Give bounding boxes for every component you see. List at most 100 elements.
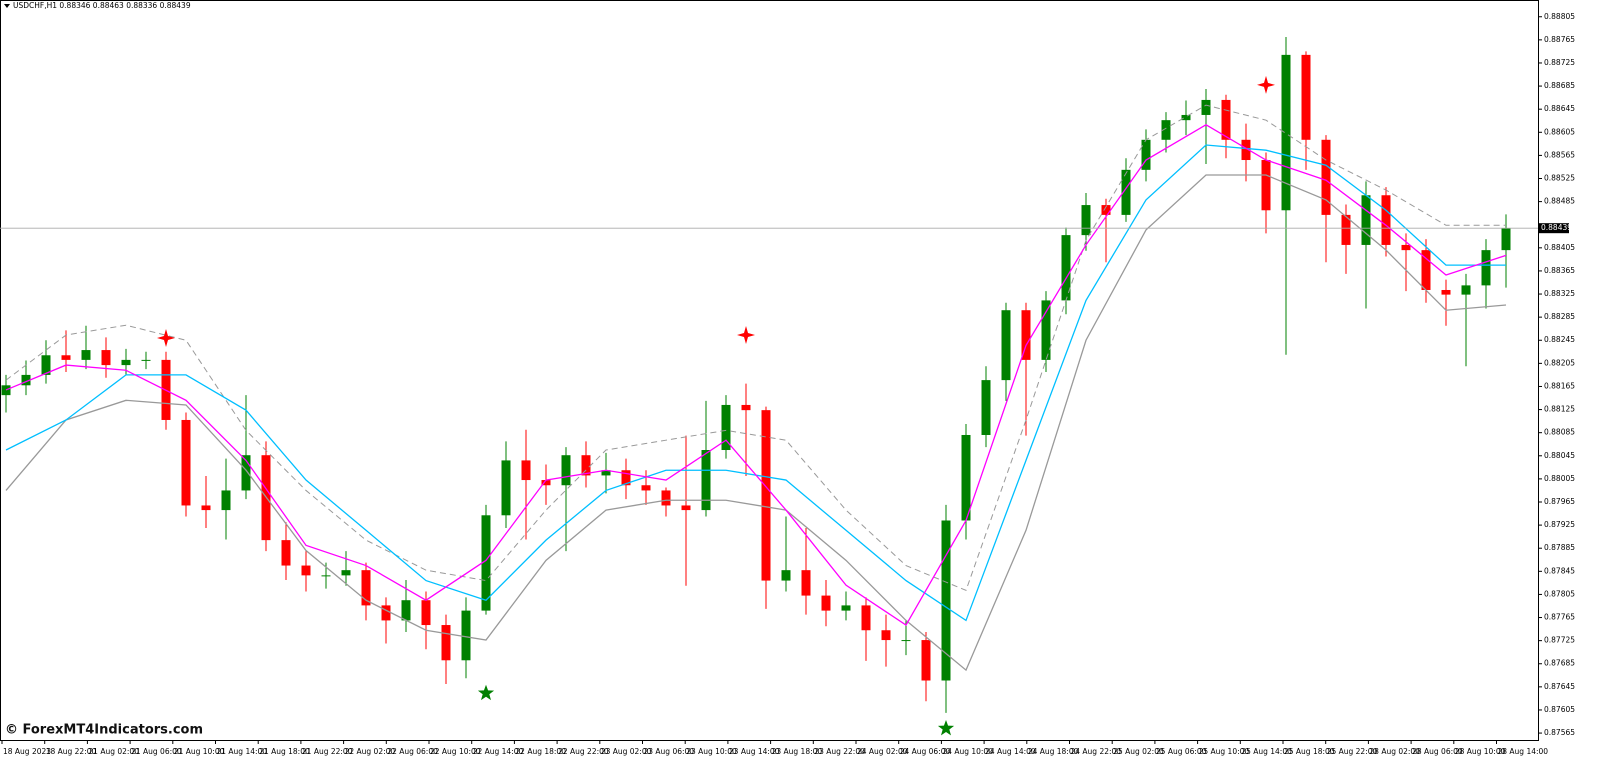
y-tick-label: 0.88325 (1544, 289, 1575, 298)
x-tick-label: 23 Aug 22:00 (814, 747, 865, 756)
signal-marker (1257, 75, 1275, 94)
y-tick-label: 0.87565 (1544, 728, 1575, 737)
candle-body (641, 485, 651, 491)
candle-body (1421, 250, 1431, 290)
candle-body (521, 460, 531, 481)
y-tick-label: 0.88725 (1544, 58, 1575, 67)
x-tick-label: 24 Aug 18:00 (1028, 747, 1079, 756)
candle-body (481, 515, 491, 611)
candle-body (801, 570, 811, 596)
y-tick-label: 0.87765 (1544, 613, 1575, 622)
candle-body (1, 385, 11, 396)
candle-body (661, 490, 671, 506)
candle-body (501, 460, 511, 516)
signal-marker (937, 719, 955, 736)
price-label: 0.88439 (1541, 223, 1572, 232)
x-tick-label: 28 Aug 02:00 (1369, 747, 1420, 756)
candle-body (381, 605, 391, 621)
candle-body (361, 570, 371, 606)
x-tick-label: 22 Aug 18:00 (515, 747, 566, 756)
candle-body (921, 640, 931, 681)
candle-body (1201, 99, 1211, 115)
indicator-line (5, 174, 1507, 672)
candle-body (841, 605, 851, 611)
candle-body (1361, 195, 1371, 245)
x-tick-label: 24 Aug 02:00 (857, 747, 908, 756)
candle-body (1121, 169, 1131, 215)
candle-body (281, 540, 291, 566)
x-tick-label: 22 Aug 22:00 (558, 747, 609, 756)
x-tick-label: 22 Aug 10:00 (430, 747, 481, 756)
x-tick-label: 23 Aug 06:00 (644, 747, 695, 756)
candle-body (1241, 139, 1251, 161)
y-tick-label: 0.88005 (1544, 474, 1575, 483)
x-tick-label: 28 Aug 14:00 (1498, 747, 1549, 756)
x-tick-label: 23 Aug 18:00 (772, 747, 823, 756)
y-tick-label: 0.87605 (1544, 705, 1575, 714)
candle-body (61, 355, 71, 360)
price-tag (1539, 223, 1569, 234)
y-tick-label: 0.88805 (1544, 12, 1575, 21)
candle-body (101, 350, 111, 366)
x-tick-label: 24 Aug 06:00 (900, 747, 951, 756)
signal-marker (737, 326, 755, 345)
x-tick-label: 23 Aug 14:00 (729, 747, 780, 756)
candle-body (181, 419, 191, 506)
y-tick-label: 0.87645 (1544, 682, 1575, 691)
candle-body (1021, 310, 1031, 360)
y-tick-label: 0.88125 (1544, 405, 1575, 414)
candle-body (1081, 205, 1091, 236)
signal-marker (157, 328, 175, 347)
indicator-line (5, 104, 1506, 592)
candle-body (681, 505, 691, 511)
y-tick-label: 0.88525 (1544, 174, 1575, 183)
chart-title: USDCHF,H1 0.88346 0.88463 0.88336 0.8843… (13, 1, 191, 10)
candle-body (1461, 285, 1471, 295)
x-tick-label: 21 Aug 18:00 (259, 747, 310, 756)
candle-body (881, 630, 891, 641)
candle-body (81, 350, 91, 360)
y-tick-label: 0.88485 (1544, 197, 1575, 206)
x-tick-label: 24 Aug 22:00 (1071, 747, 1122, 756)
candle-body (821, 595, 831, 611)
candle-body (541, 480, 551, 486)
y-tick-label: 0.88565 (1544, 150, 1575, 159)
candle-body (321, 575, 331, 577)
candle-body (1041, 300, 1051, 360)
y-tick-label: 0.87845 (1544, 566, 1575, 575)
candle-body (601, 470, 611, 476)
candle-body (941, 520, 951, 681)
candle-body (301, 565, 311, 576)
candle-body (581, 455, 591, 476)
y-tick-label: 0.87925 (1544, 520, 1575, 529)
candle-body (21, 374, 31, 386)
x-tick-label: 18 Aug 2023 (3, 747, 51, 756)
candle-body (1401, 244, 1411, 251)
candle-body (781, 570, 791, 581)
x-tick-label: 23 Aug 02:00 (601, 747, 652, 756)
y-tick-label: 0.88645 (1544, 104, 1575, 113)
y-tick-label: 0.88205 (1544, 358, 1575, 367)
y-tick-label: 0.87965 (1544, 497, 1575, 506)
candle-body (701, 450, 711, 511)
candle-body (1181, 114, 1191, 121)
candle-body (1301, 54, 1311, 140)
candle-body (901, 640, 911, 642)
candle-body (1321, 139, 1331, 215)
x-tick-label: 25 Aug 10:00 (1199, 747, 1250, 756)
signal-marker (477, 684, 495, 701)
candle-body (241, 455, 251, 491)
y-tick-label: 0.88085 (1544, 428, 1575, 437)
candle-body (141, 359, 151, 361)
x-tick-label: 24 Aug 14:00 (985, 747, 1036, 756)
y-tick-label: 0.88045 (1544, 451, 1575, 460)
candle-body (1261, 160, 1271, 211)
x-tick-label: 28 Aug 06:00 (1412, 747, 1463, 756)
candle-body (1161, 120, 1171, 140)
indicator-line (5, 124, 1507, 626)
candle-body (1441, 289, 1451, 295)
x-tick-label: 23 Aug 10:00 (686, 747, 737, 756)
y-tick-label: 0.88285 (1544, 312, 1575, 321)
candle-body (1001, 310, 1011, 381)
menu-icon[interactable] (4, 4, 10, 8)
